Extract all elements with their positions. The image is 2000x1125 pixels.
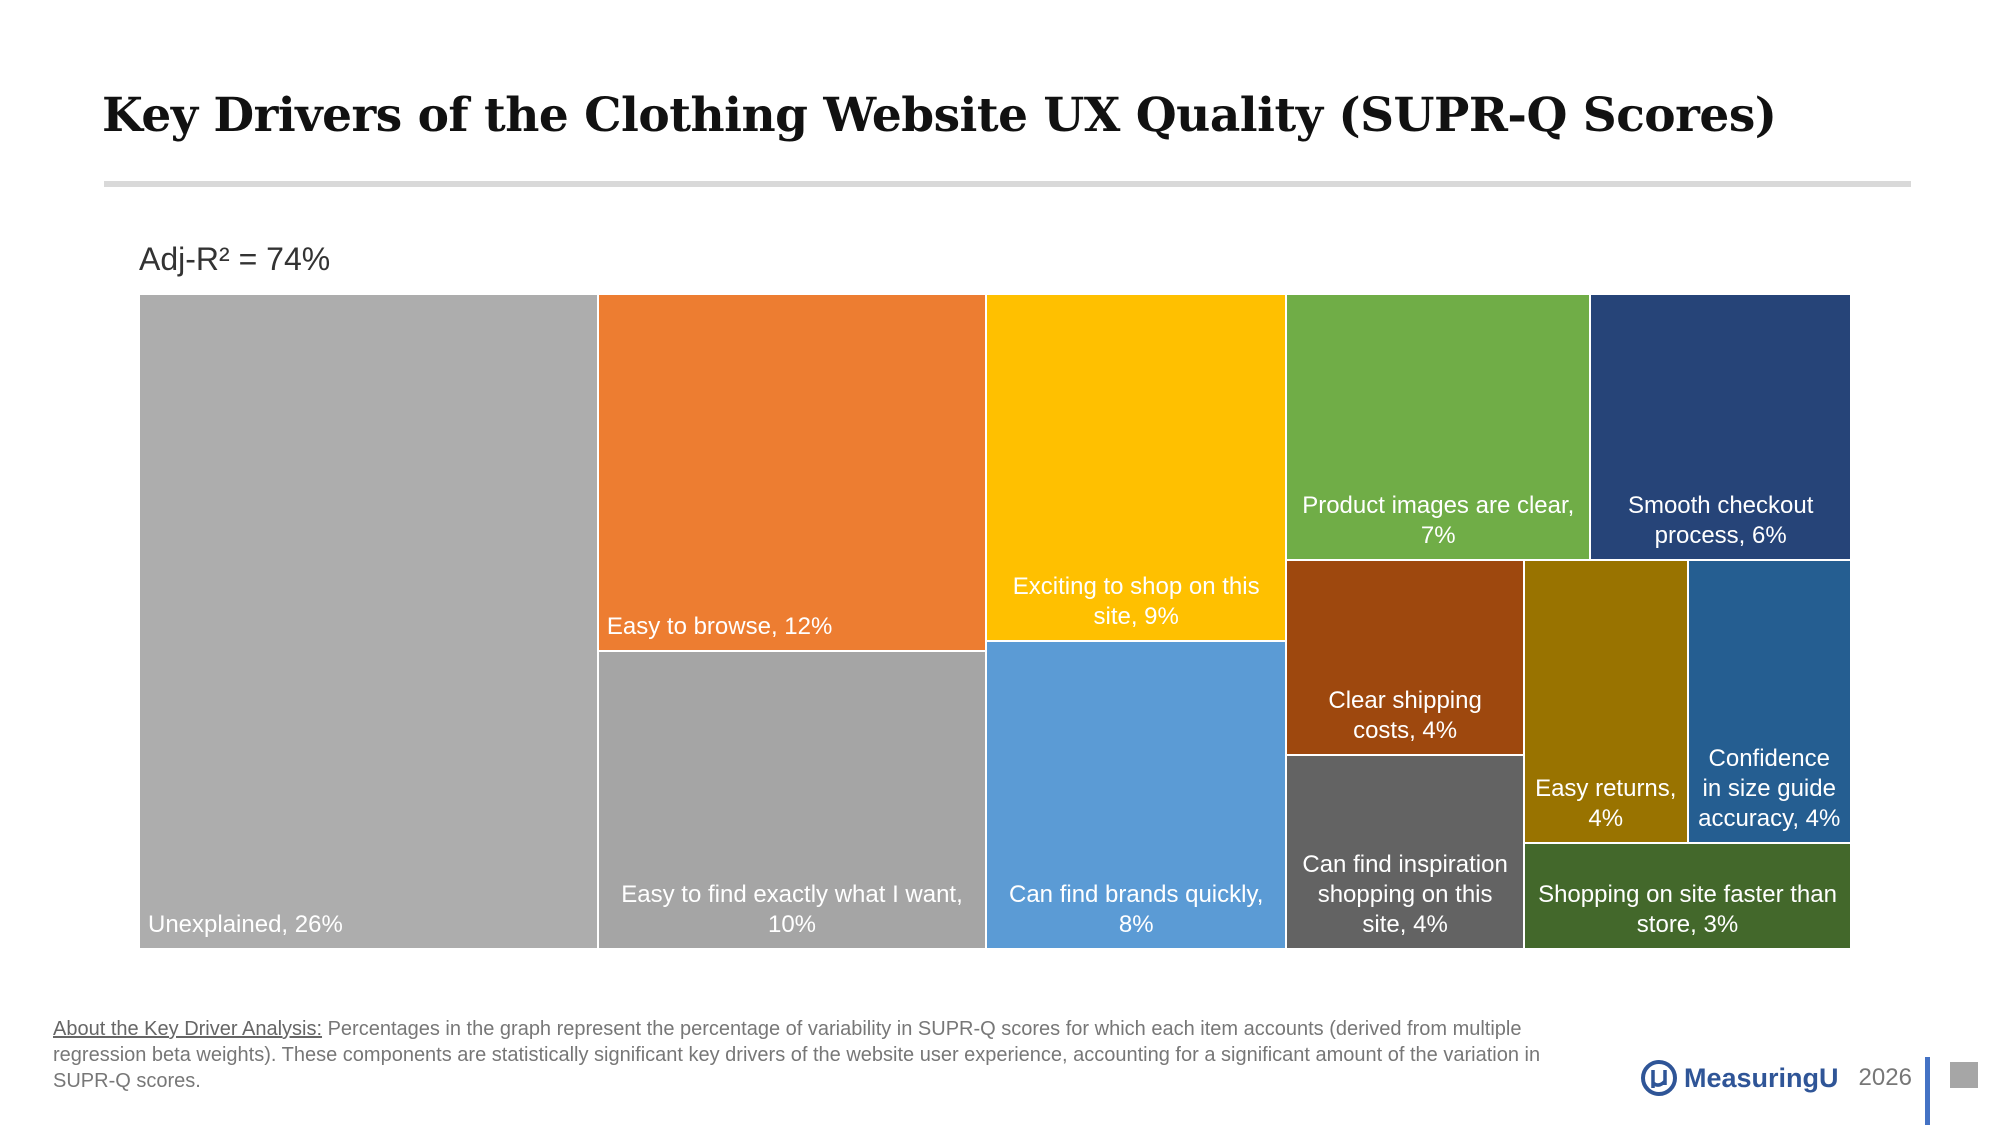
logo-icon bbox=[1641, 1060, 1677, 1096]
chart-subtitle: Adj-R² = 74% bbox=[139, 241, 331, 277]
cell-label: Can find inspiration shopping on this si… bbox=[1302, 851, 1508, 938]
footnote-heading: About the Key Driver Analysis: bbox=[53, 1018, 323, 1040]
year: 2026 bbox=[1858, 1064, 1912, 1091]
cell-label: Confidence in size guide accuracy, 4% bbox=[1698, 744, 1841, 832]
logo-text: MeasuringU bbox=[1684, 1062, 1839, 1093]
cell-label: Product images are clear, 7% bbox=[1302, 492, 1575, 550]
cell-label: Clear shipping costs, 4% bbox=[1328, 686, 1482, 744]
accent-square bbox=[1950, 1062, 1978, 1088]
footnote: About the Key Driver Analysis: Percentag… bbox=[53, 1016, 1573, 1094]
cell-label: Easy to browse, 12% bbox=[606, 613, 833, 641]
treemap-cell: Product images are clear, 7% bbox=[1286, 294, 1591, 561]
treemap-cell: Smooth checkout process, 6% bbox=[1590, 294, 1851, 561]
cell-label: Shopping on site faster than store, 3% bbox=[1538, 880, 1837, 938]
cell-label: Can find brands quickly, 8% bbox=[1009, 880, 1264, 938]
cell-label: Unexplained, 26% bbox=[148, 911, 343, 938]
treemap-cell: Can find brands quickly, 8% bbox=[986, 640, 1287, 949]
logo: MeasuringU 2026 bbox=[1640, 1058, 1912, 1098]
treemap-cell: Easy to browse, 12% bbox=[597, 294, 987, 652]
cell-label: Exciting to shop on this site, 9% bbox=[1012, 572, 1260, 630]
title-rule bbox=[104, 181, 1911, 187]
footnote-text: Percentages in the graph represent the p… bbox=[53, 1018, 1541, 1092]
treemap-cell: Exciting to shop on this site, 9% bbox=[986, 294, 1287, 641]
accent-bar bbox=[1925, 1057, 1930, 1125]
treemap: Unexplained, 26% Easy to browse, 12% Easy … bbox=[139, 294, 1851, 949]
cell-label: Easy returns, 4% bbox=[1535, 774, 1677, 832]
cell-label: Smooth checkout process, 6% bbox=[1627, 492, 1814, 550]
treemap-cell: Easy to find exactly what I want, 10% bbox=[597, 651, 987, 949]
treemap-cell: Unexplained, 26% bbox=[139, 294, 598, 949]
treemap-cell: Confidence in size guide accuracy, 4% bbox=[1687, 560, 1851, 843]
treemap-cell: Can find inspiration shopping on this si… bbox=[1286, 754, 1524, 949]
chart-title: Key Drivers of the Clothing Website UX Q… bbox=[102, 88, 1777, 143]
treemap-cell: Shopping on site faster than store, 3% bbox=[1524, 842, 1851, 949]
treemap-cell: Easy returns, 4% bbox=[1524, 560, 1688, 843]
cell-label: Easy to find exactly what I want, 10% bbox=[621, 880, 963, 938]
treemap-cell: Clear shipping costs, 4% bbox=[1286, 560, 1524, 755]
